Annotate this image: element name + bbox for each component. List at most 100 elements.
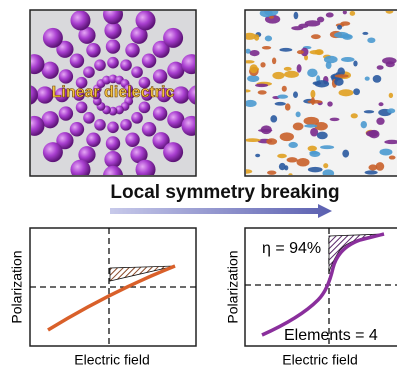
domain	[293, 91, 298, 98]
sphere	[188, 85, 208, 105]
domain	[304, 117, 320, 125]
domain	[241, 89, 251, 92]
domain	[260, 62, 265, 67]
domain	[284, 71, 299, 78]
sphere	[70, 10, 90, 30]
domain	[255, 84, 268, 87]
sphere	[59, 106, 73, 120]
page: Linear dielectric Local symmetry breakin…	[0, 0, 397, 371]
domain	[284, 67, 292, 71]
sphere	[131, 112, 143, 124]
domain	[279, 163, 286, 170]
domain	[326, 12, 334, 17]
domain	[362, 32, 368, 35]
domain	[287, 157, 298, 162]
domain	[258, 90, 267, 94]
x-label: Electric field	[74, 352, 149, 368]
domain	[279, 48, 292, 52]
domain	[255, 154, 260, 157]
sphere	[172, 86, 189, 103]
domain	[244, 100, 256, 107]
sphere	[76, 102, 88, 114]
domain	[376, 117, 384, 124]
domain	[262, 46, 271, 50]
sphere	[59, 69, 73, 83]
domain	[334, 32, 349, 38]
domain	[297, 50, 304, 54]
sphere	[94, 119, 106, 131]
sphere	[103, 4, 123, 24]
sphere	[125, 133, 139, 147]
domain	[335, 74, 349, 78]
sphere	[106, 136, 120, 150]
sphere	[142, 54, 156, 68]
sphere	[104, 151, 121, 168]
sphere	[43, 142, 63, 162]
domain	[368, 164, 377, 170]
domain	[270, 115, 277, 122]
domain	[365, 170, 378, 174]
domain	[288, 142, 298, 148]
sphere	[86, 43, 100, 57]
domain	[339, 89, 354, 96]
sphere	[104, 22, 121, 39]
domain	[320, 145, 334, 149]
domain	[265, 35, 272, 41]
sphere	[86, 133, 100, 147]
sphere	[107, 122, 119, 134]
domain	[272, 58, 276, 65]
domain	[327, 101, 332, 106]
domain	[350, 11, 356, 16]
domain	[309, 151, 318, 155]
sphere	[131, 66, 143, 78]
sphere	[163, 28, 183, 48]
sphere	[163, 142, 183, 162]
domain	[250, 64, 258, 73]
sphere	[70, 122, 84, 136]
sphere	[107, 57, 119, 69]
domain	[261, 125, 272, 134]
domain	[308, 167, 323, 172]
domain	[361, 121, 367, 128]
sphere	[120, 119, 132, 131]
domain	[275, 102, 286, 106]
domain	[308, 146, 317, 152]
panel-frame	[245, 10, 397, 176]
domain	[377, 65, 384, 69]
domain	[285, 103, 291, 110]
domain	[387, 108, 395, 113]
sphere	[70, 54, 84, 68]
annotation: η = 94%	[262, 240, 321, 257]
sphere	[153, 106, 167, 120]
sphere	[120, 59, 132, 71]
domain	[280, 132, 294, 141]
domain	[337, 25, 342, 30]
domain	[247, 75, 259, 82]
figure: Linear dielectric Local symmetry breakin…	[0, 0, 397, 371]
domain	[311, 97, 315, 105]
sphere	[24, 54, 44, 74]
domain	[294, 12, 299, 19]
domain	[323, 163, 328, 168]
arrow	[110, 204, 332, 218]
domain	[267, 170, 276, 174]
sphere	[94, 59, 106, 71]
sphere	[83, 66, 95, 78]
domain	[241, 169, 252, 173]
y-label: Polarization	[9, 250, 25, 323]
domain	[297, 64, 302, 73]
domain	[364, 110, 374, 113]
domain	[291, 26, 303, 30]
domain	[266, 138, 277, 145]
sphere	[142, 122, 156, 136]
domain	[353, 60, 357, 66]
domain	[297, 158, 310, 167]
domain	[304, 124, 317, 128]
domain	[334, 78, 344, 86]
domain	[341, 57, 355, 62]
caption: Local symmetry breaking	[110, 182, 339, 203]
domain	[317, 132, 328, 140]
domain	[353, 88, 360, 95]
domain	[311, 34, 321, 39]
domain	[324, 56, 338, 64]
